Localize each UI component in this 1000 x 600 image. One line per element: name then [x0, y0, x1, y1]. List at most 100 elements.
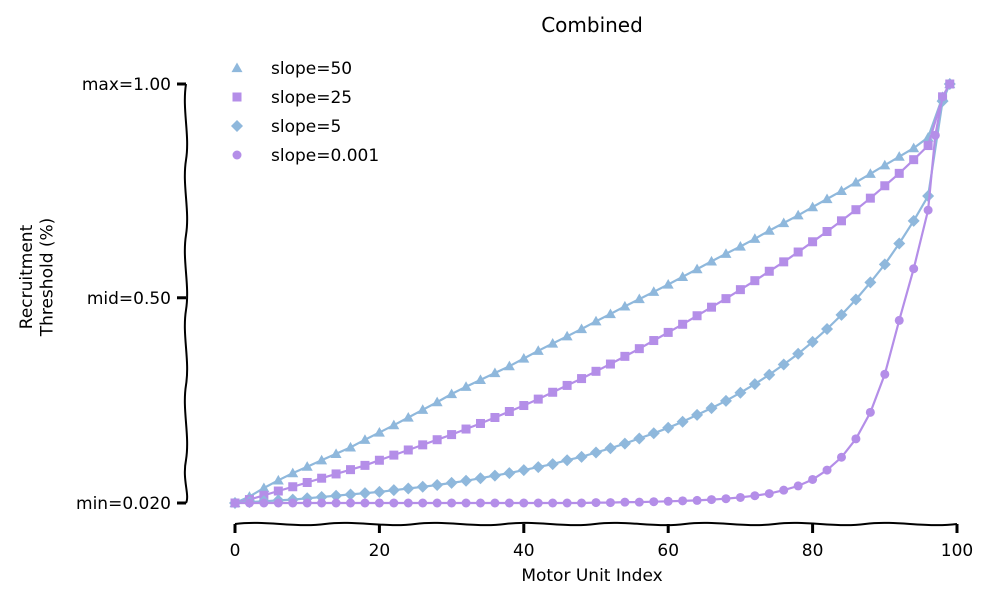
data-point [288, 482, 298, 492]
data-point [591, 498, 601, 508]
data-point [808, 237, 818, 247]
legend-label: slope=50 [271, 59, 352, 79]
data-point [763, 368, 776, 381]
data-point [258, 482, 270, 493]
x-ticks: 0 20 40 60 80 100 [230, 524, 973, 561]
x-tick-label: 80 [802, 541, 824, 561]
data-point [316, 454, 328, 465]
data-point [691, 263, 703, 274]
data-point [692, 495, 702, 505]
data-point [677, 271, 689, 281]
data-point [707, 495, 717, 505]
data-point [244, 498, 254, 508]
data-point [779, 485, 789, 495]
data-point [330, 448, 342, 458]
series-1 [229, 78, 956, 508]
chart-title: Combined [541, 13, 643, 37]
legend-marker [231, 62, 243, 73]
data-point [880, 369, 890, 379]
data-point [836, 452, 846, 462]
data-point [822, 227, 832, 237]
data-point [590, 446, 602, 459]
data-point [532, 345, 544, 355]
data-point [938, 92, 948, 102]
data-point [764, 266, 774, 276]
data-point [909, 155, 919, 165]
data-point [561, 330, 573, 341]
y-axis-label-line: Threshold (%) [37, 218, 57, 338]
data-point [360, 498, 370, 508]
data-point [403, 498, 413, 508]
data-point [893, 237, 906, 250]
data-point [793, 481, 803, 491]
data-point [734, 240, 746, 251]
data-point [490, 498, 500, 508]
x-tick-label: 40 [513, 541, 535, 561]
data-point [605, 498, 615, 508]
data-point [792, 347, 805, 360]
data-point [346, 465, 356, 475]
data-point [923, 141, 933, 151]
data-point [836, 216, 846, 226]
data-point [562, 498, 572, 508]
data-point [879, 159, 891, 170]
data-point [474, 374, 486, 384]
data-point [662, 279, 674, 289]
data-point [287, 467, 299, 478]
data-point [807, 201, 819, 212]
data-point [489, 367, 501, 378]
data-point [403, 445, 413, 455]
data-point [504, 498, 514, 508]
data-point [488, 469, 501, 482]
legend-marker [231, 120, 243, 132]
data-point [519, 498, 529, 508]
data-point [779, 257, 789, 267]
data-point [259, 498, 269, 508]
data-point [721, 494, 731, 504]
data-point [649, 336, 659, 346]
data-point [750, 276, 760, 286]
data-point [894, 315, 904, 325]
data-point [431, 479, 444, 492]
legend-label: slope=25 [271, 88, 352, 108]
data-point [692, 311, 702, 321]
x-tick-label: 20 [369, 541, 391, 561]
data-point [649, 497, 659, 507]
data-point [416, 480, 429, 493]
data-point [533, 394, 543, 404]
y-axis-label: RecruitmentThreshold (%) [17, 218, 57, 338]
data-point [735, 285, 745, 295]
data-point [720, 248, 732, 258]
data-point [330, 489, 343, 502]
data-point [748, 378, 761, 391]
data-point [678, 319, 688, 329]
data-point [460, 474, 473, 487]
data-point [548, 498, 558, 508]
data-point [532, 461, 545, 474]
data-point [547, 338, 559, 348]
data-point [388, 419, 400, 430]
data-point [808, 474, 818, 484]
x-tick-label: 0 [230, 541, 241, 561]
data-point [288, 498, 298, 508]
data-point [633, 432, 646, 445]
data-point [475, 418, 485, 428]
data-point [546, 458, 559, 471]
data-point [648, 286, 660, 296]
data-point [793, 247, 803, 257]
data-point [721, 294, 731, 304]
legend-label: slope=0.001 [271, 146, 379, 166]
data-point [445, 476, 458, 489]
data-point [301, 461, 313, 471]
data-point [922, 190, 935, 203]
data-point [691, 408, 704, 421]
data-point [749, 233, 761, 243]
y-axis-label-line: Recruitment [17, 224, 37, 329]
data-point [446, 388, 458, 399]
y-ticks: min=0.020 mid=0.50 max=1.00 [76, 75, 186, 514]
data-point [374, 498, 384, 508]
data-point [562, 380, 572, 390]
data-point [519, 401, 529, 411]
data-point [389, 498, 399, 508]
y-tick-label: min=0.020 [76, 494, 171, 514]
